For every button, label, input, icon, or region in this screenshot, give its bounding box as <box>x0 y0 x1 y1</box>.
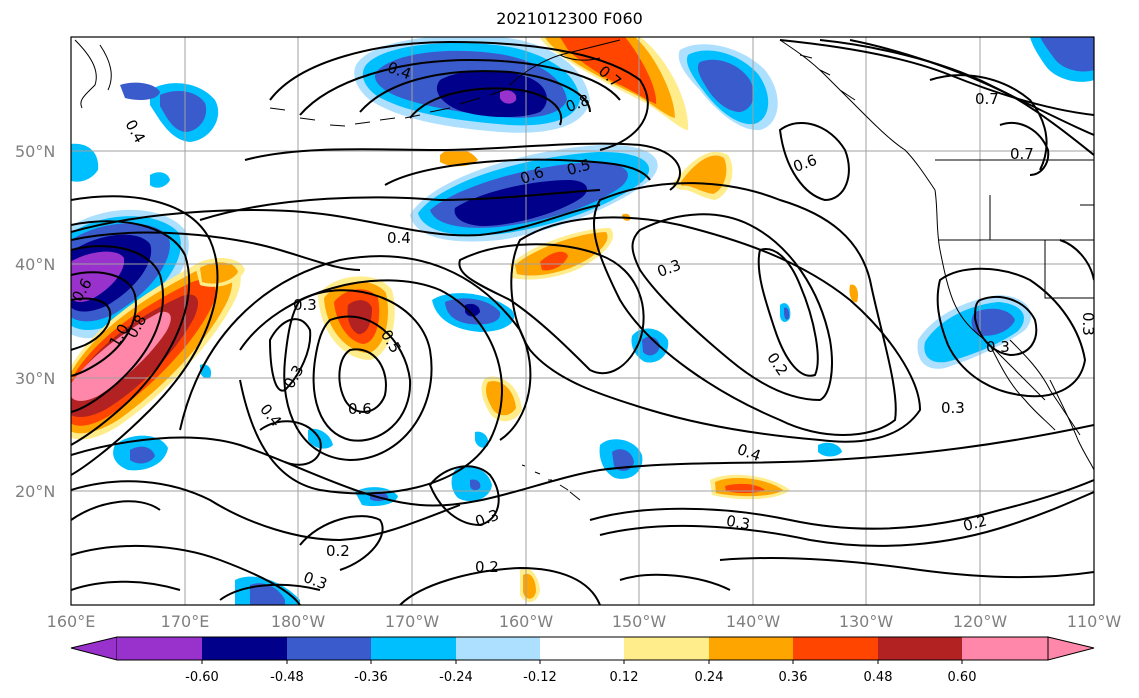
colorbar-segment <box>624 637 709 660</box>
negative-anomaly-aleutian <box>354 37 590 133</box>
colorbar-tick-label: -0.48 <box>270 670 304 685</box>
negative-anomaly-45n <box>410 144 658 242</box>
lon-tick-label: 170°W <box>385 612 440 631</box>
colorbar-segment <box>202 637 287 660</box>
contour-label: 0.2 <box>326 542 350 560</box>
lon-tick-label: 180°W <box>271 612 326 631</box>
plot-border <box>70 36 1095 606</box>
lat-tick-label: 50°N <box>15 142 55 161</box>
contour-label: 0.2 <box>475 558 499 576</box>
colorbar-segment <box>287 637 371 660</box>
map-gridlines <box>71 37 1094 605</box>
lon-tick-label: 140°W <box>726 612 781 631</box>
contour-label: 0.2 <box>961 511 989 535</box>
contour-label: 0.3 <box>1079 312 1097 336</box>
lon-tick-label: 130°W <box>839 612 894 631</box>
lon-tick-labels: 160°E 170°E 180°W 170°W 160°W 150°W 140°… <box>47 612 1122 631</box>
positive-anomaly-north <box>540 37 689 130</box>
contour-label: 0.4 <box>387 229 411 247</box>
colorbar-extend-min <box>70 636 118 661</box>
colorbar-tick-label: -0.36 <box>354 670 388 685</box>
colorbar-tick-label: 0.36 <box>779 670 808 685</box>
colorbar-segment <box>117 637 202 660</box>
colorbar-tick-label: 0.48 <box>864 670 893 685</box>
colorbar-segment <box>456 637 540 660</box>
lon-tick-label: 160°E <box>47 612 96 631</box>
colorbar-segment <box>878 637 962 660</box>
colorbar-tick-label: -0.60 <box>185 670 219 685</box>
lon-tick-label: 110°W <box>1067 612 1122 631</box>
contour-label: 0.5 <box>565 156 593 180</box>
lon-tick-label: 160°W <box>499 612 554 631</box>
lat-tick-labels: 50°N 40°N 30°N 20°N <box>15 142 55 501</box>
colorbar-segment <box>540 637 624 660</box>
contour-label: 0.3 <box>725 512 752 534</box>
colorbar-segment <box>793 637 878 660</box>
colorbar-tick-label: 0.60 <box>948 670 977 685</box>
lat-tick-label: 30°N <box>15 369 55 388</box>
contour-lines <box>71 39 1094 605</box>
colorbar-segment <box>709 637 793 660</box>
colorbar-tick-label: 0.24 <box>695 670 724 685</box>
plot-area <box>71 37 1094 605</box>
colorbar: -0.60 -0.48 -0.36 -0.24 -0.12 0.12 0.24 … <box>70 636 1095 685</box>
contour-label: 0.7 <box>1010 145 1034 163</box>
lat-tick-label: 20°N <box>15 482 55 501</box>
contour-label: 0.3 <box>293 296 317 314</box>
contour-label: 0.7 <box>975 90 999 108</box>
lon-tick-label: 150°W <box>612 612 667 631</box>
contour-label: 0.3 <box>941 399 965 417</box>
lon-tick-label: 170°E <box>161 612 210 631</box>
coastlines <box>74 39 1094 501</box>
map-title: 2021012300 F060 <box>496 9 643 28</box>
colorbar-tick-label: -0.24 <box>439 670 473 685</box>
contour-label: 0.3 <box>986 338 1010 356</box>
lon-tick-label: 120°W <box>953 612 1008 631</box>
colorbar-tick-label: -0.12 <box>523 670 557 685</box>
colorbar-tick-label: 0.12 <box>610 670 639 685</box>
colorbar-extend-max <box>1047 636 1095 661</box>
contour-label: 0.6 <box>348 400 372 418</box>
colorbar-segment <box>371 637 456 660</box>
lat-tick-label: 40°N <box>15 255 55 274</box>
colorbar-segment <box>962 637 1048 660</box>
